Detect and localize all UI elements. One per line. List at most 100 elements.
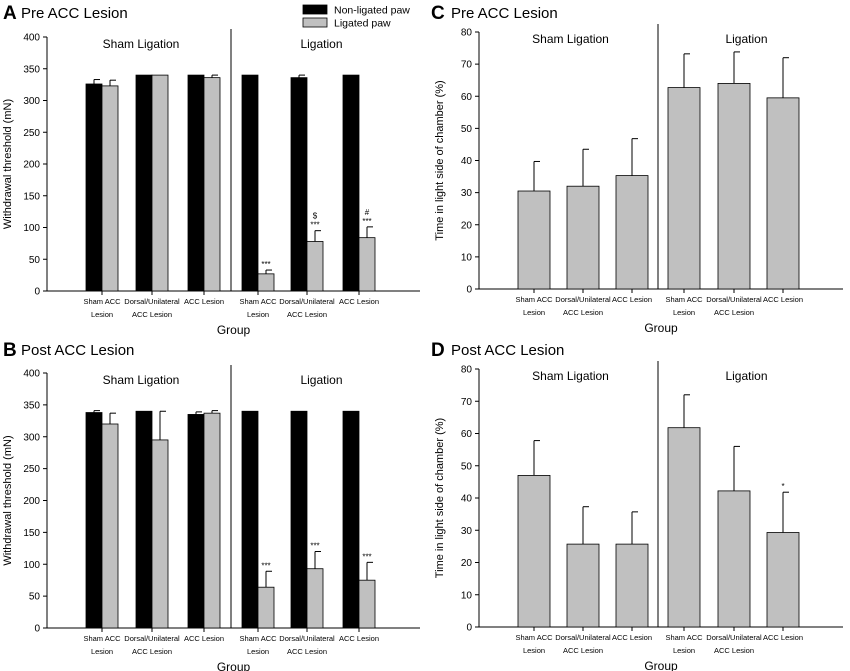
d-significance-mark: * <box>781 482 784 491</box>
a-significance-mark: $ <box>313 212 318 221</box>
a-x-axis-label: Group <box>217 323 251 337</box>
c-y-tick-label: 50 <box>461 124 473 135</box>
b-y-tick-label: 100 <box>23 560 40 571</box>
a-y-tick-label: 400 <box>23 33 40 44</box>
d-y-tick-label: 0 <box>466 623 472 634</box>
panel-letter-c: C <box>431 3 445 24</box>
c-category-label: Sham ACC <box>515 295 553 304</box>
a-y-tick-label: 350 <box>23 64 40 75</box>
d-y-tick-label: 30 <box>461 526 473 537</box>
a-significance-mark: # <box>365 208 370 217</box>
d-bar-0-3 <box>667 427 701 628</box>
c-category-label: Lesion <box>523 308 545 317</box>
b-bar-0-4 <box>290 410 308 629</box>
panel-title-c: Pre ACC Lesion <box>451 5 558 22</box>
panel-title-d: Post ACC Lesion <box>451 342 565 359</box>
a-category-label: ACC Lesion <box>339 297 379 306</box>
a-category-label: ACC Lesion <box>287 310 327 319</box>
d-category-label: Sham ACC <box>515 633 553 642</box>
a-y-axis-label: Withdrawal threshold (mN) <box>2 99 14 229</box>
b-y-tick-label: 300 <box>23 432 40 443</box>
c-category-label: ACC Lesion <box>563 308 603 317</box>
a-category-label: Dorsal/Unilateral <box>279 297 335 306</box>
a-y-tick-label: 50 <box>29 255 41 266</box>
a-y-tick-label: 250 <box>23 128 40 139</box>
a-category-label: ACC Lesion <box>184 297 224 306</box>
a-y-tick-label: 0 <box>34 287 40 298</box>
b-y-tick-label: 50 <box>29 592 41 603</box>
d-bar-0-4 <box>717 490 751 628</box>
a-legend-label-0: Non-ligated paw <box>334 5 410 17</box>
a-section-label-ligation: Ligation <box>300 37 342 51</box>
panel-title-b: Post ACC Lesion <box>21 342 135 359</box>
a-y-tick-label: 150 <box>23 191 40 202</box>
b-y-tick-label: 150 <box>23 528 40 539</box>
c-category-label: ACC Lesion <box>612 295 652 304</box>
b-x-axis-label: Group <box>217 660 251 671</box>
b-y-tick-label: 200 <box>23 496 40 507</box>
c-y-tick-label: 80 <box>461 28 473 39</box>
c-bar-0-2 <box>615 175 649 290</box>
d-y-tick-label: 70 <box>461 397 473 408</box>
b-category-label: Dorsal/Unilateral <box>279 634 335 643</box>
b-category-label: Sham ACC <box>83 634 121 643</box>
b-category-label: ACC Lesion <box>132 647 172 656</box>
d-category-label: Dorsal/Unilateral <box>555 633 611 642</box>
c-category-label: Dorsal/Unilateral <box>555 295 611 304</box>
d-bar-0-1 <box>566 543 600 628</box>
c-bar-0-1 <box>566 185 600 290</box>
c-y-tick-label: 40 <box>461 156 473 167</box>
c-bar-0-3 <box>667 87 701 290</box>
c-y-tick-label: 20 <box>461 220 473 231</box>
d-x-axis-label: Group <box>644 659 678 671</box>
d-y-tick-label: 50 <box>461 461 473 472</box>
c-section-label-ligation: Ligation <box>725 32 767 46</box>
c-category-label: Sham ACC <box>665 295 703 304</box>
panel-title-a: Pre ACC Lesion <box>21 5 128 22</box>
a-legend-swatch-1 <box>302 17 328 28</box>
a-y-tick-label: 300 <box>23 96 40 107</box>
a-significance-mark: *** <box>362 217 371 226</box>
c-y-tick-label: 60 <box>461 92 473 103</box>
d-category-label: Lesion <box>673 646 695 655</box>
d-bar-0-5 <box>766 532 800 628</box>
a-significance-mark: *** <box>261 260 270 269</box>
panel-letter-d: D <box>431 340 445 361</box>
b-bar-0-3 <box>241 410 259 629</box>
d-section-label-ligation: Ligation <box>725 369 767 383</box>
a-category-label: Lesion <box>247 310 269 319</box>
a-category-label: Dorsal/Unilateral <box>124 297 180 306</box>
a-significance-mark: *** <box>310 221 319 230</box>
a-bar-1-1 <box>151 74 169 292</box>
b-significance-mark: *** <box>362 552 371 561</box>
b-category-label: ACC Lesion <box>287 647 327 656</box>
a-legend-label-1: Ligated paw <box>334 18 391 30</box>
panel-letter-a: A <box>3 3 17 24</box>
b-y-tick-label: 250 <box>23 464 40 475</box>
panel-letter-b: B <box>3 340 17 361</box>
c-category-label: Dorsal/Unilateral <box>706 295 762 304</box>
a-category-label: Sham ACC <box>239 297 277 306</box>
a-category-label: ACC Lesion <box>132 310 172 319</box>
c-y-axis-label: Time in light side of chamber (%) <box>434 80 446 240</box>
c-y-tick-label: 10 <box>461 252 473 263</box>
a-y-tick-label: 200 <box>23 160 40 171</box>
a-section-label-sham-ligation: Sham Ligation <box>103 37 180 51</box>
d-y-tick-label: 20 <box>461 558 473 569</box>
a-y-tick-label: 100 <box>23 223 40 234</box>
a-bar-0-3 <box>241 74 259 292</box>
d-category-label: ACC Lesion <box>763 633 803 642</box>
b-y-axis-label: Withdrawal threshold (mN) <box>2 435 14 565</box>
c-category-label: ACC Lesion <box>763 295 803 304</box>
d-category-label: ACC Lesion <box>714 646 754 655</box>
c-section-label-sham-ligation: Sham Ligation <box>532 32 609 46</box>
b-bar-0-5 <box>342 410 360 629</box>
b-section-label-ligation: Ligation <box>300 373 342 387</box>
a-legend-swatch-0 <box>302 4 328 15</box>
d-bar-0-0 <box>517 475 551 628</box>
c-y-tick-label: 30 <box>461 188 473 199</box>
b-significance-mark: *** <box>261 561 270 570</box>
d-category-label: ACC Lesion <box>612 633 652 642</box>
